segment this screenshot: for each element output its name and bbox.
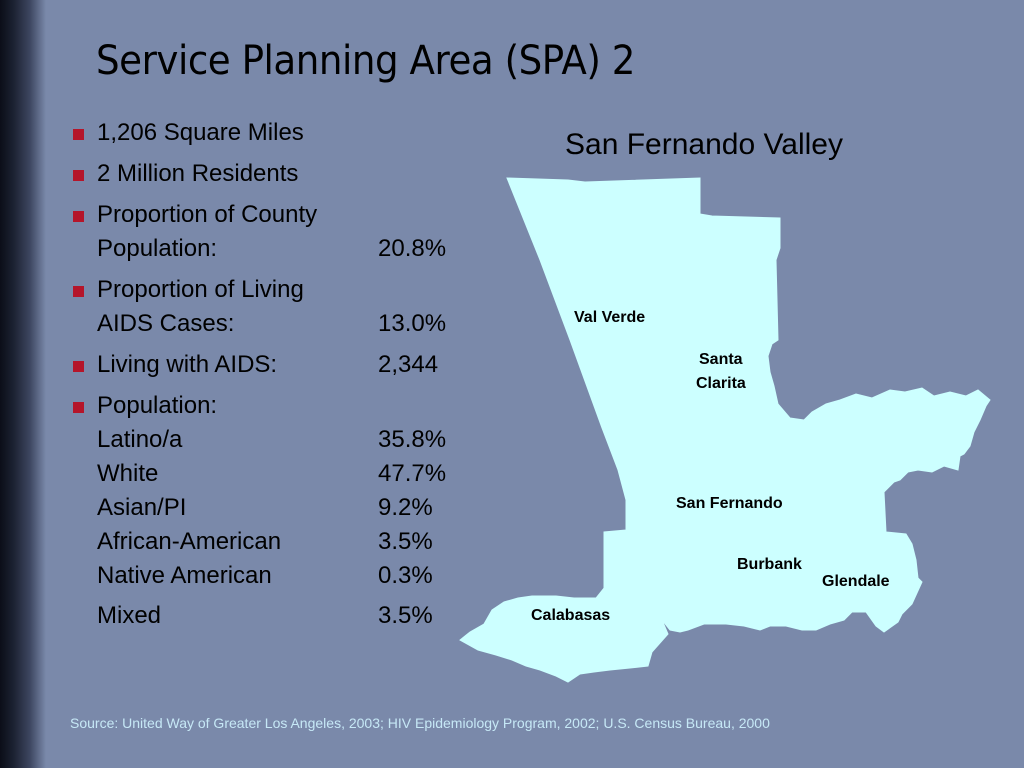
bullet-list: 1,206 Square Miles 2 Million Residents P… — [70, 116, 490, 633]
bullet-line: Proportion of Living — [97, 276, 304, 303]
bullet-residents: 2 Million Residents — [70, 157, 490, 191]
bullet-aids-cases: Proportion of Living AIDS Cases: 13.0% — [70, 273, 490, 341]
row-value: 35.8% — [378, 426, 447, 453]
place-label-clarita: Clarita — [696, 375, 746, 392]
map-title: San Fernando Valley — [565, 128, 843, 161]
bullet-row: Living with AIDS: 2,344 — [97, 348, 490, 382]
row-value: 9.2% — [378, 494, 433, 521]
population-row: Latino/a 35.8% — [97, 423, 490, 457]
bullet-square-icon — [73, 286, 84, 297]
row-value: 2,344 — [378, 351, 439, 378]
bullet-living-with-aids: Living with AIDS: 2,344 — [70, 348, 490, 382]
bullet-square-icon — [73, 170, 84, 181]
place-label-burbank: Burbank — [737, 556, 802, 573]
row-label: AIDS Cases: — [97, 310, 235, 337]
row-label: Mixed — [97, 602, 162, 629]
row-label: Latino/a — [97, 426, 183, 453]
map-region-shape — [459, 177, 991, 683]
bullet-square-icon — [73, 129, 84, 140]
place-label-san-fernando: San Fernando — [676, 495, 783, 512]
population-row: Mixed 3.5% — [97, 599, 490, 633]
bullet-row: Population: 20.8% — [97, 232, 490, 266]
row-value: 0.3% — [378, 562, 433, 589]
place-label-val-verde: Val Verde — [574, 309, 646, 326]
row-value: 3.5% — [378, 528, 433, 555]
row-label: African-American — [97, 528, 282, 555]
left-edge-shading — [0, 0, 46, 768]
bullet-square-icon — [73, 211, 84, 222]
bullet-row: AIDS Cases: 13.0% — [97, 307, 490, 341]
place-label-calabasas: Calabasas — [531, 607, 611, 624]
source-note: Source: United Way of Greater Los Angele… — [70, 715, 770, 731]
bullet-label: 1,206 Square Miles — [97, 119, 304, 146]
row-label: Asian/PI — [97, 494, 187, 521]
bullet-square-icon — [73, 402, 84, 413]
row-label: Population: — [97, 235, 218, 262]
row-value: 20.8% — [378, 235, 447, 262]
bullet-line: Proportion of County — [97, 201, 318, 228]
bullet-line: Population: — [97, 392, 218, 419]
place-label-glendale: Glendale — [822, 573, 890, 590]
bullet-county-population: Proportion of County Population: 20.8% — [70, 198, 490, 266]
bullet-square-icon — [73, 361, 84, 372]
bullet-label: 2 Million Residents — [97, 160, 299, 187]
row-value: 3.5% — [378, 602, 433, 629]
row-label: White — [97, 460, 159, 487]
place-label-santa: Santa — [699, 351, 743, 368]
row-value: 13.0% — [378, 310, 447, 337]
population-row: White 47.7% — [97, 457, 490, 491]
row-label: Living with AIDS: — [97, 351, 278, 378]
bullet-population: Population: Latino/a 35.8% White 47.7% A… — [70, 389, 490, 633]
slide-title: Service Planning Area (SPA) 2 — [96, 38, 635, 84]
population-row: Asian/PI 9.2% — [97, 491, 490, 525]
population-row: Native American 0.3% — [97, 559, 490, 593]
bullet-square-miles: 1,206 Square Miles — [70, 116, 490, 150]
population-row: African-American 3.5% — [97, 525, 490, 559]
row-label: Native American — [97, 562, 272, 589]
row-value: 47.7% — [378, 460, 447, 487]
